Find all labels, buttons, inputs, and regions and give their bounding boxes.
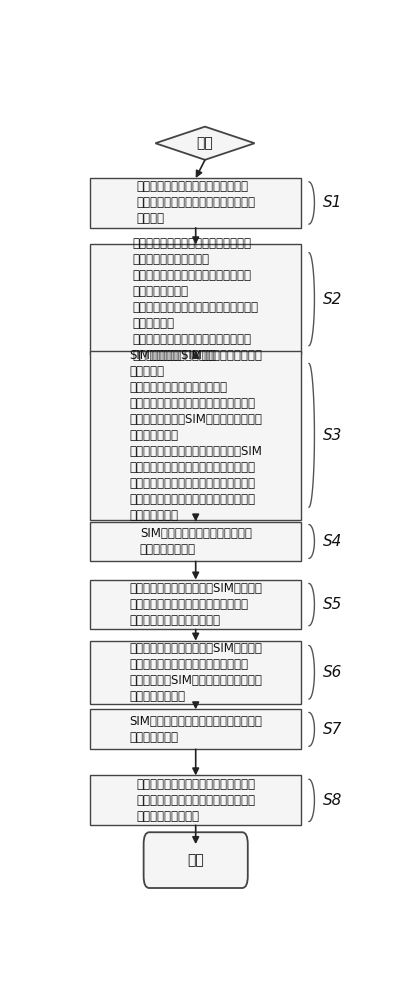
FancyBboxPatch shape: [90, 522, 301, 561]
Text: 结束: 结束: [187, 853, 204, 867]
FancyBboxPatch shape: [90, 178, 301, 228]
FancyBboxPatch shape: [90, 775, 301, 825]
Text: S6: S6: [323, 665, 342, 680]
Text: SIM卡向终端设备发送重启指令，提示用
户重启终端设备: SIM卡向终端设备发送重启指令，提示用 户重启终端设备: [129, 715, 262, 744]
Text: 远程业务管理系统接收所述业务受理系
统发来的所述业务请求；
根据所述的待切换网络的类型匹配数据
并生成对应指令；
组织所述指令的发送格式，即对所述指令
加密并封: 远程业务管理系统接收所述业务受理系 统发来的所述业务请求； 根据所述的待切换网络…: [133, 237, 259, 362]
Text: 远程业务管理系统判断所述SIM卡发来的
所述业务处理结果是否成功，如果是，
则回收所述的SIM卡中切换前的个人化数
据，并存入资源池: 远程业务管理系统判断所述SIM卡发来的 所述业务处理结果是否成功，如果是， 则回…: [129, 642, 262, 703]
Text: 远程业务管理系统接收所述SIM卡发来的
业务处理结果，并将所述业务处理结果
同步发送到所述业务受理系统: 远程业务管理系统接收所述SIM卡发来的 业务处理结果，并将所述业务处理结果 同步…: [129, 582, 262, 627]
Text: 开始: 开始: [197, 136, 213, 150]
Polygon shape: [155, 127, 255, 160]
Text: S1: S1: [323, 195, 342, 210]
Text: S7: S7: [323, 722, 342, 737]
FancyBboxPatch shape: [90, 641, 301, 704]
FancyBboxPatch shape: [90, 709, 301, 749]
FancyBboxPatch shape: [90, 351, 301, 520]
Text: S5: S5: [323, 597, 342, 612]
FancyBboxPatch shape: [90, 244, 301, 354]
FancyBboxPatch shape: [90, 580, 301, 629]
FancyBboxPatch shape: [144, 832, 248, 888]
Text: SIM卡向所述的远程业务管理系统
上发业务处理结果: SIM卡向所述的远程业务管理系统 上发业务处理结果: [140, 527, 252, 556]
Text: 在用户对终端设备执行重启指令后，开
机读取生效应用标记符，使用写入个人
数据的所述应用入网: 在用户对终端设备执行重启指令后，开 机读取生效应用标记符，使用写入个人 数据的所…: [136, 778, 255, 823]
Text: S8: S8: [323, 793, 342, 808]
Text: S2: S2: [323, 292, 342, 307]
Text: S3: S3: [323, 428, 342, 443]
Text: SIM卡接受所述远程业务管理系统下发的
所述指令；
对所述的指令进行拆包、解密；
根据所述指令中的所述应用标记符，将个
人化数据写入所述SIM卡中所对应的应用
: SIM卡接受所述远程业务管理系统下发的 所述指令； 对所述的指令进行拆包、解密；…: [129, 349, 262, 522]
Text: S4: S4: [323, 534, 342, 549]
Text: 业务受理系统接收终端用户的业务请
求，将所述的业务请求发送给远程业务
管理系统: 业务受理系统接收终端用户的业务请 求，将所述的业务请求发送给远程业务 管理系统: [136, 180, 255, 225]
